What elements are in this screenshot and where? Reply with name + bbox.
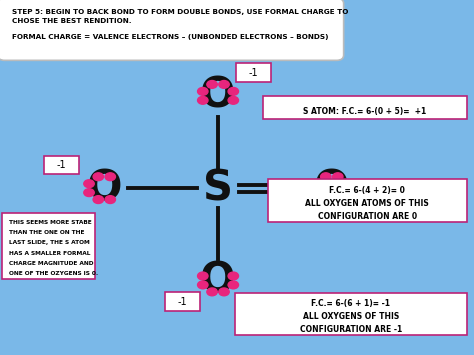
- FancyBboxPatch shape: [236, 63, 271, 82]
- Text: CONFIGURATION ARE -1: CONFIGURATION ARE -1: [300, 325, 402, 334]
- Text: -1: -1: [249, 68, 258, 78]
- Circle shape: [219, 81, 229, 88]
- Circle shape: [105, 173, 116, 181]
- Text: O: O: [201, 260, 236, 301]
- FancyBboxPatch shape: [263, 96, 467, 119]
- Circle shape: [228, 281, 238, 289]
- Circle shape: [198, 281, 208, 289]
- Circle shape: [198, 272, 208, 280]
- Text: THAN THE ONE ON THE: THAN THE ONE ON THE: [9, 230, 84, 235]
- Circle shape: [228, 87, 238, 95]
- Circle shape: [84, 189, 94, 197]
- Circle shape: [198, 87, 208, 95]
- Circle shape: [93, 196, 103, 203]
- Circle shape: [207, 288, 217, 296]
- Circle shape: [228, 272, 238, 280]
- Circle shape: [320, 196, 331, 203]
- Text: CONFIGURATION ARE 0: CONFIGURATION ARE 0: [318, 212, 417, 221]
- FancyBboxPatch shape: [2, 213, 95, 279]
- Text: CHARGE MAGNITUDE AND: CHARGE MAGNITUDE AND: [9, 261, 93, 266]
- Text: F.C.= 6-(6 + 1)= -1: F.C.= 6-(6 + 1)= -1: [311, 299, 390, 308]
- Circle shape: [198, 97, 208, 104]
- Circle shape: [342, 189, 352, 197]
- Text: S ATOM: F.C.= 6-(0 + 5)=  +1: S ATOM: F.C.= 6-(0 + 5)= +1: [303, 107, 427, 116]
- FancyBboxPatch shape: [44, 155, 79, 175]
- Circle shape: [342, 180, 352, 187]
- Text: O: O: [201, 75, 236, 117]
- FancyBboxPatch shape: [235, 293, 467, 335]
- Text: ALL OXYGENS OF THIS: ALL OXYGENS OF THIS: [302, 312, 399, 321]
- Circle shape: [219, 288, 229, 296]
- Text: -1: -1: [57, 160, 66, 170]
- Circle shape: [105, 196, 116, 203]
- Text: LAST SLIDE, THE S ATOM: LAST SLIDE, THE S ATOM: [9, 240, 89, 245]
- Circle shape: [333, 196, 343, 203]
- Text: O: O: [87, 167, 122, 209]
- FancyBboxPatch shape: [0, 0, 344, 60]
- Text: ALL OXYGEN ATOMS OF THIS: ALL OXYGEN ATOMS OF THIS: [305, 199, 429, 208]
- Text: STEP 5: BEGIN TO BACK BOND TO FORM DOUBLE BONDS, USE FORMAL CHARGE TO: STEP 5: BEGIN TO BACK BOND TO FORM DOUBL…: [12, 9, 348, 15]
- Text: F.C.= 6-(4 + 2)= 0: F.C.= 6-(4 + 2)= 0: [329, 186, 405, 195]
- Text: FORMAL CHARGE = VALENCE ELECTRONS – (UNBONDED ELECTRONS – BONDS): FORMAL CHARGE = VALENCE ELECTRONS – (UNB…: [12, 34, 328, 40]
- Text: CHOSE THE BEST RENDITION.: CHOSE THE BEST RENDITION.: [12, 18, 131, 24]
- Text: S: S: [203, 167, 233, 209]
- Text: ONE OF THE OZYGENS IS 0.: ONE OF THE OZYGENS IS 0.: [9, 271, 98, 276]
- Circle shape: [228, 97, 238, 104]
- Text: -1: -1: [178, 297, 187, 307]
- FancyBboxPatch shape: [268, 179, 467, 222]
- Text: THIS SEEMS MORE STABE: THIS SEEMS MORE STABE: [9, 219, 91, 224]
- Text: HAS A SMALLER FORMAL: HAS A SMALLER FORMAL: [9, 251, 90, 256]
- Circle shape: [84, 180, 94, 187]
- Circle shape: [93, 173, 103, 181]
- Text: O: O: [314, 167, 349, 209]
- FancyBboxPatch shape: [165, 293, 200, 311]
- Circle shape: [333, 173, 343, 181]
- Circle shape: [320, 173, 331, 181]
- Circle shape: [207, 81, 217, 88]
